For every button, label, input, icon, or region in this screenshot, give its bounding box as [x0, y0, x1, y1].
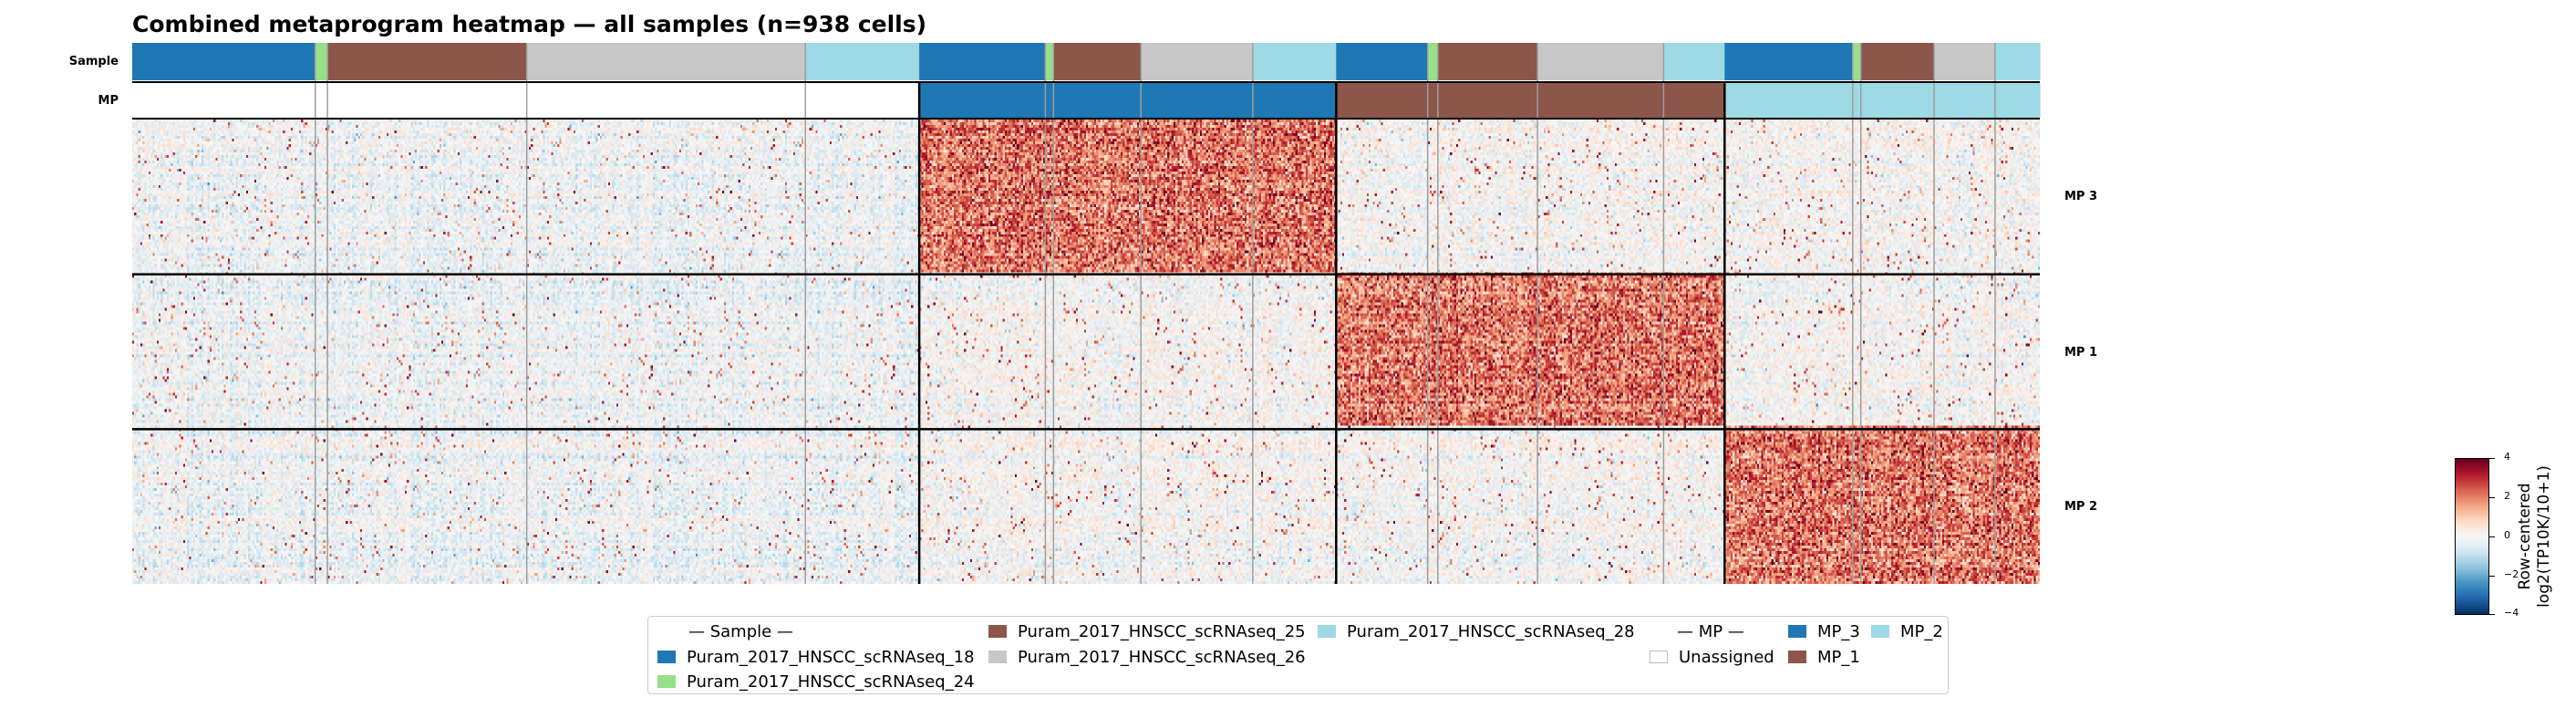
colorbar-tick: 0: [2504, 529, 2510, 541]
legend-entry-mp3: MP_3: [1788, 621, 1860, 641]
legend-entry-mp1: MP_1: [1788, 647, 1860, 667]
sample-annotation-cell: [132, 43, 316, 80]
legend-swatch: [657, 675, 676, 688]
mp-annotation-cell: [315, 83, 328, 119]
mp-annotation-cell: [1663, 83, 1725, 119]
legend-swatch: [988, 651, 1007, 663]
sample-annotation-cell: [919, 43, 1046, 80]
sample-annotation-cell: [1252, 43, 1337, 80]
legend-swatch: [1788, 651, 1806, 663]
sample-annotation-cell: [1141, 43, 1254, 80]
colorbar: [2455, 458, 2489, 615]
sample-row-label: Sample: [68, 55, 119, 68]
sample-annotation-cell: [1537, 43, 1664, 80]
legend-swatch: [1871, 625, 1889, 638]
colorbar-tick: 2: [2504, 490, 2510, 502]
legend-swatch: [1788, 625, 1806, 638]
colorbar-tick: 4: [2504, 451, 2510, 463]
gene-block-label-mp2: MP 2: [2064, 500, 2098, 514]
sample-annotation-cell: [1860, 43, 1935, 80]
sample-annotation-cell: [1663, 43, 1725, 80]
sample-annotation-cell: [526, 43, 806, 80]
sample-annotation-cell: [1045, 43, 1054, 80]
sample-annotation-cell: [1934, 43, 1996, 80]
mp-annotation-cell: [1994, 83, 2041, 119]
legend-entry-sample-28: Puram_2017_HNSCC_scRNAseq_28: [1318, 621, 1635, 641]
mp-annotation-cell: [327, 83, 528, 119]
gene-block-label-mp3: MP 3: [2064, 190, 2098, 203]
colorbar-label: Row-centered log2(TP10K/10+1): [2516, 465, 2553, 608]
legend-swatch: [988, 625, 1007, 638]
legend-sample-header: — Sample —: [688, 621, 793, 641]
sample-annotation-cell: [1437, 43, 1538, 80]
legend-entry-sample-24: Puram_2017_HNSCC_scRNAseq_24: [657, 672, 975, 692]
legend-entry-unassigned: Unassigned: [1650, 647, 1774, 667]
colorbar-tick: −4: [2504, 607, 2519, 619]
sample-annotation-cell: [1994, 43, 2041, 80]
mp-annotation-cell: [1045, 83, 1054, 119]
legend-mp-header: — MP —: [1677, 621, 1744, 641]
sample-annotation-cell: [1427, 43, 1439, 80]
sample-annotation-cell: [1724, 43, 1854, 80]
sample-annotation-cell: [1053, 43, 1142, 80]
legend-swatch: [1318, 625, 1336, 638]
heatmap-canvas: [132, 120, 2040, 584]
mp-annotation-cell: [805, 83, 920, 119]
chart-title: Combined metaprogram heatmap — all sampl…: [132, 11, 927, 37]
sample-annotation-cell: [805, 43, 920, 80]
mp-annotation-cell: [1852, 83, 1862, 119]
mp-row-label: MP: [98, 94, 119, 108]
legend-entry-sample-26: Puram_2017_HNSCC_scRNAseq_26: [988, 647, 1306, 667]
mp-annotation-cell: [1141, 83, 1254, 119]
mp-annotation-cell: [1437, 83, 1538, 119]
legend-swatch: [1650, 651, 1668, 663]
legend-entry-mp2: MP_2: [1871, 621, 1943, 641]
sample-annotation-cell: [1336, 43, 1429, 80]
sample-annotation-cell: [315, 43, 328, 80]
mp-annotation-cell: [1934, 83, 1996, 119]
legend-entry-sample-25: Puram_2017_HNSCC_scRNAseq_25: [988, 621, 1306, 641]
mp-annotation-cell: [1252, 83, 1337, 119]
mp-annotation-cell: [1427, 83, 1439, 119]
mp-annotation-cell: [132, 83, 316, 119]
colorbar-tick: −2: [2504, 568, 2519, 580]
mp-annotation-cell: [919, 83, 1046, 119]
mp-annotation-cell: [1860, 83, 1935, 119]
mp-annotation-cell: [1336, 83, 1429, 119]
mp-annotation-cell: [1053, 83, 1142, 119]
mp-annotation-cell: [1537, 83, 1664, 119]
legend-swatch: [657, 651, 676, 663]
sample-annotation-cell: [1852, 43, 1862, 80]
mp-annotation-cell: [1724, 83, 1854, 119]
mp-annotation-cell: [526, 83, 806, 119]
legend-entry-sample-18: Puram_2017_HNSCC_scRNAseq_18: [657, 647, 975, 667]
heatmap-annotations: [132, 43, 2041, 584]
sample-annotation-cell: [327, 43, 528, 80]
legend: — Sample — Puram_2017_HNSCC_scRNAseq_18 …: [647, 616, 1949, 694]
gene-block-label-mp1: MP 1: [2064, 346, 2098, 359]
